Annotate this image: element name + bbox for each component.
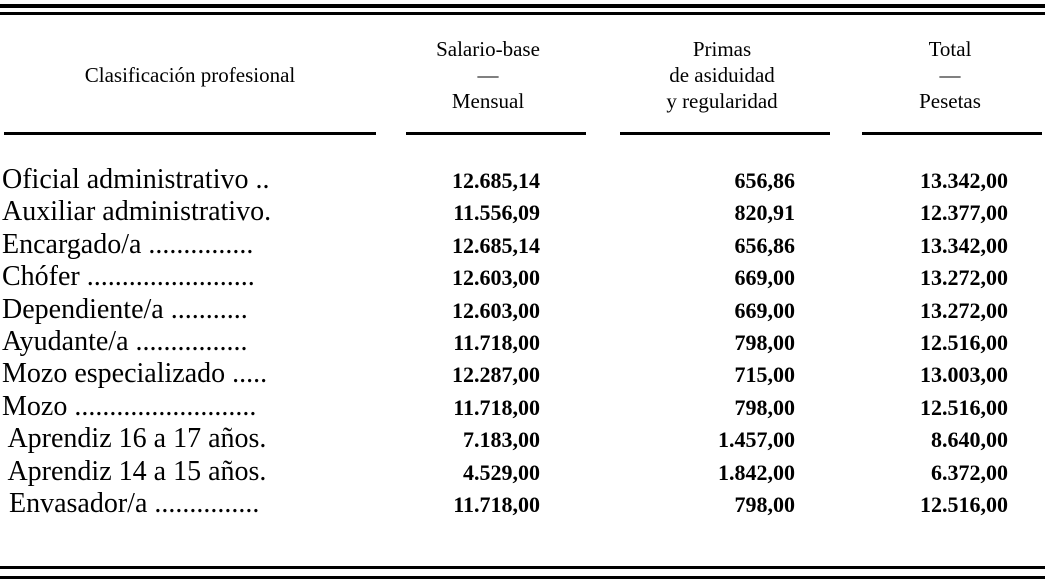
header-underline: [862, 132, 1042, 135]
salario-cell: 4.529,00: [463, 459, 540, 485]
header-line: —: [477, 63, 499, 87]
top-rule-2: [0, 12, 1045, 15]
table-row: Aprendiz 16 a 17 años. 7.183,00 1.457,00 8.…: [0, 423, 1045, 455]
table-row: Auxiliar administrativo. 11.556,09 820,91 1…: [0, 196, 1045, 228]
header-primas: Primas de asiduidad y regularidad: [612, 36, 832, 114]
table-row: Oficial administrativo .. 12.685,14 656,86…: [0, 164, 1045, 196]
salario-cell: 12.685,14: [452, 168, 540, 193]
table-row: Encargado/a ............... 12.685,14 656,…: [0, 229, 1045, 261]
table-row: Dependiente/a ........... 12.603,00 669,00…: [0, 294, 1045, 326]
header-total: Total — Pesetas: [860, 36, 1040, 114]
row-label: Envasador/a ...............: [2, 488, 260, 519]
row-label: Encargado/a ...............: [2, 228, 254, 260]
header-line: Salario-base: [436, 37, 540, 61]
primas-cell: 820,91: [734, 200, 796, 226]
table-row: Mozo especializado ..... 12.287,00 715,00 1…: [0, 358, 1045, 390]
primas-cell: 669,00: [734, 265, 796, 291]
primas-cell: 656,86: [734, 168, 796, 193]
total-cell: 13.272,00: [920, 265, 1008, 291]
salario-cell: 12.603,00: [452, 297, 540, 323]
primas-cell: 798,00: [734, 492, 796, 517]
row-label: Dependiente/a ...........: [2, 293, 248, 325]
salario-cell: 12.685,14: [452, 232, 540, 258]
header-line: —: [939, 63, 961, 87]
salario-cell: 12.603,00: [452, 265, 540, 291]
primas-cell: 1.457,00: [718, 427, 795, 453]
header-line: Primas: [692, 37, 752, 61]
row-label: Mozo especializado .....: [2, 358, 268, 390]
total-cell: 13.342,00: [920, 232, 1008, 258]
primas-cell: 656,86: [734, 232, 796, 258]
header-line: Pesetas: [919, 89, 981, 113]
row-label: Aprendiz 14 a 15 años.: [2, 455, 267, 487]
primas-cell: 1.842,00: [718, 459, 795, 485]
table-row: Ayudante/a ................ 11.718,00 798,…: [0, 326, 1045, 358]
header-underline: [620, 132, 830, 135]
table-row: Chófer ........................ 12.603,00…: [0, 261, 1045, 293]
total-cell: 12.516,00: [920, 492, 1008, 517]
primas-cell: 798,00: [734, 394, 796, 420]
header-line: de asiduidad: [669, 63, 775, 87]
row-label: Ayudante/a ................: [2, 326, 248, 357]
header-line: y regularidad: [666, 89, 778, 113]
table-row: Aprendiz 14 a 15 años. 4.529,00 1.842,00 6.…: [0, 456, 1045, 488]
primas-cell: 669,00: [734, 297, 796, 323]
total-cell: 12.377,00: [920, 200, 1008, 226]
row-label: Aprendiz 16 a 17 años.: [2, 423, 267, 455]
total-cell: 12.516,00: [920, 394, 1008, 420]
top-rule-1: [0, 4, 1045, 8]
table-row: Envasador/a ............... 11.718,00 798,…: [0, 488, 1045, 520]
row-label: Chófer ........................: [2, 261, 255, 293]
total-cell: 13.003,00: [920, 362, 1008, 388]
header-line: Clasificación profesional: [84, 63, 296, 87]
header-line: Mensual: [451, 89, 525, 113]
header-clasificacion: Clasificación profesional: [0, 62, 380, 88]
total-cell: 6.372,00: [931, 459, 1008, 485]
header-underline: [406, 132, 586, 135]
primas-cell: 715,00: [734, 362, 796, 388]
row-label: Oficial administrativo ..: [2, 164, 270, 195]
salario-cell: 11.718,00: [453, 330, 540, 355]
bottom-rule-1: [0, 566, 1045, 569]
header-underline: [4, 132, 376, 135]
total-cell: 13.272,00: [920, 297, 1008, 323]
salario-cell: 7.183,00: [463, 427, 540, 453]
total-cell: 8.640,00: [931, 427, 1008, 453]
bottom-rule-2: [0, 576, 1045, 579]
salario-cell: 12.287,00: [452, 362, 540, 388]
primas-cell: 798,00: [734, 330, 796, 355]
total-cell: 12.516,00: [920, 330, 1008, 355]
salario-cell: 11.718,00: [453, 492, 540, 517]
table-row: Mozo .......................... 11.718,00…: [0, 391, 1045, 423]
header-line: Total: [928, 37, 972, 61]
salario-cell: 11.718,00: [453, 394, 540, 420]
row-label: Mozo ..........................: [2, 390, 257, 422]
header-salario: Salario-base — Mensual: [398, 36, 578, 114]
salario-cell: 11.556,09: [453, 200, 540, 226]
row-label: Auxiliar administrativo.: [2, 196, 272, 228]
total-cell: 13.342,00: [920, 168, 1008, 193]
